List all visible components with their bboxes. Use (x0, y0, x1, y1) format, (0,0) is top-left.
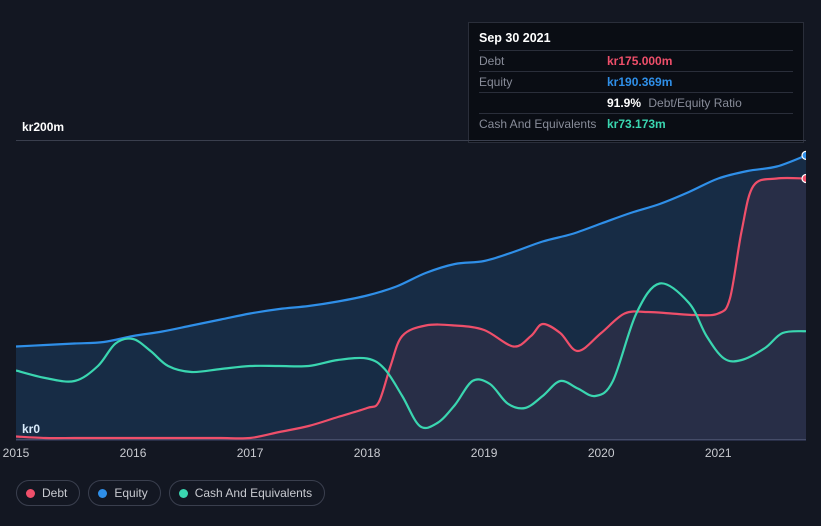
tooltip-value: kr190.369m (607, 75, 672, 89)
tooltip-label-blank (479, 96, 607, 110)
x-axis-tick: 2015 (3, 446, 30, 460)
y-axis-label-max: kr200m (22, 120, 64, 134)
plot-region[interactable] (16, 140, 806, 440)
legend-dot-debt (26, 489, 35, 498)
tooltip-date: Sep 30 2021 (479, 31, 793, 50)
tooltip-row-equity: Equity kr190.369m (479, 71, 793, 92)
x-axis-tick: 2018 (354, 446, 381, 460)
tooltip-value: kr175.000m (607, 54, 672, 68)
tooltip-ratio: 91.9% Debt/Equity Ratio (607, 96, 742, 110)
tooltip-label: Debt (479, 54, 607, 68)
legend-label: Equity (114, 486, 147, 500)
x-axis-tick: 2019 (471, 446, 498, 460)
x-axis-tick: 2016 (120, 446, 147, 460)
tooltip-row-debt: Debt kr175.000m (479, 50, 793, 71)
chart-svg (16, 141, 806, 441)
chart-area[interactable]: kr200m kr0 2015201620172018201920202021 (16, 120, 806, 460)
legend-label: Debt (42, 486, 67, 500)
x-axis-tick: 2020 (588, 446, 615, 460)
legend-item-debt[interactable]: Debt (16, 480, 80, 506)
tooltip-label: Equity (479, 75, 607, 89)
legend-label: Cash And Equivalents (195, 486, 312, 500)
x-axis-tick: 2017 (237, 446, 264, 460)
legend-dot-equity (98, 489, 107, 498)
x-axis-tick: 2021 (705, 446, 732, 460)
chart-legend: Debt Equity Cash And Equivalents (16, 480, 325, 506)
tooltip-row-ratio: 91.9% Debt/Equity Ratio (479, 92, 793, 113)
legend-item-equity[interactable]: Equity (88, 480, 160, 506)
legend-item-cash[interactable]: Cash And Equivalents (169, 480, 325, 506)
x-axis-labels: 2015201620172018201920202021 (16, 446, 806, 466)
legend-dot-cash (179, 489, 188, 498)
